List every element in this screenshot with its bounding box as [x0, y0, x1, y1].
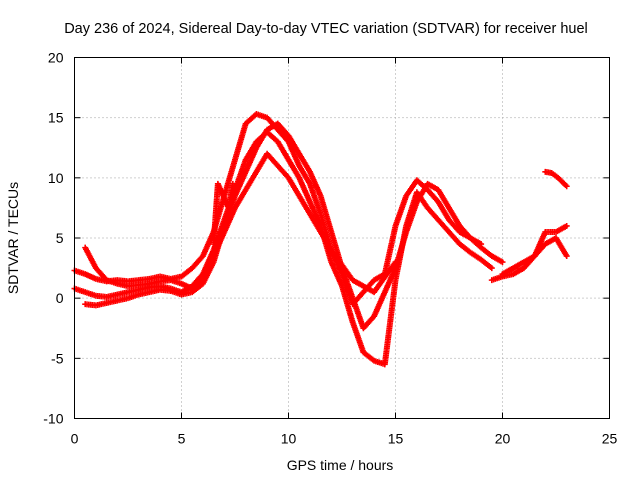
y-tick-label: 10 [48, 170, 64, 186]
data-point [499, 259, 506, 266]
tick-labels: 0 5 10 15 20 25 -10 -5 0 5 10 15 20 [43, 50, 617, 447]
y-tick-label: 15 [48, 110, 64, 126]
data-point [563, 183, 570, 190]
y-tick-label: -5 [51, 350, 64, 366]
data-point [563, 253, 570, 260]
x-tick-label: 25 [602, 431, 618, 447]
y-tick-label: 5 [56, 230, 64, 246]
y-tick-label: 20 [48, 50, 64, 66]
x-axis-label: GPS time / hours [287, 457, 394, 473]
x-tick-label: 15 [388, 431, 404, 447]
x-tick-label: 20 [495, 431, 511, 447]
data-point [229, 180, 236, 187]
data-point [563, 222, 570, 229]
ticks [74, 57, 610, 419]
x-tick-label: 10 [281, 431, 297, 447]
chart-title: Day 236 of 2024, Sidereal Day-to-day VTE… [64, 21, 588, 37]
data-point [488, 265, 495, 272]
data-points [71, 111, 570, 368]
y-axis-label: SDTVAR / TECUs [5, 182, 21, 294]
data-point [392, 259, 399, 266]
x-tick-label: 5 [178, 431, 186, 447]
x-tick-label: 0 [71, 431, 79, 447]
y-tick-label: -10 [43, 411, 63, 427]
y-tick-label: 0 [56, 290, 64, 306]
